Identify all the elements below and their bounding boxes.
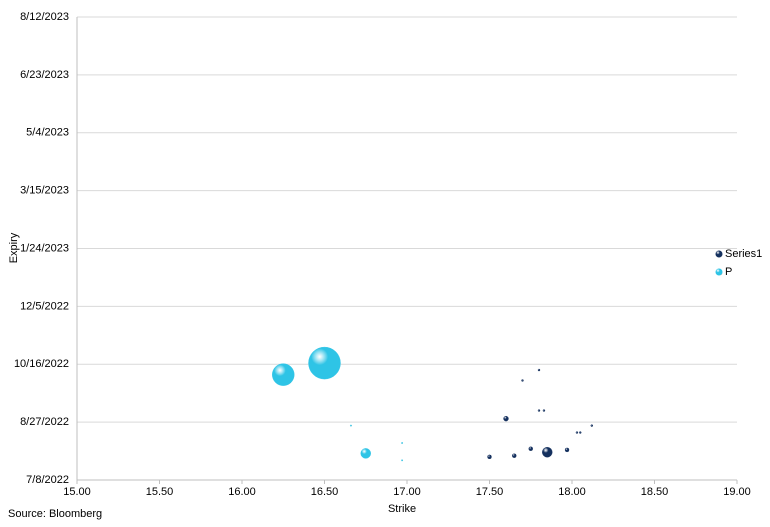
y-tick-label: 1/24/2023 [20, 242, 69, 254]
bubble [521, 379, 524, 382]
x-tick-label: 16.00 [228, 486, 256, 498]
y-tick-label: 6/23/2023 [20, 69, 69, 81]
bubble [528, 446, 533, 451]
x-tick-label: 15.00 [63, 486, 91, 498]
x-tick-label: 16.50 [311, 486, 339, 498]
bubble [575, 431, 579, 434]
bubble [537, 368, 541, 372]
y-tick-label: 5/4/2023 [26, 127, 69, 139]
x-axis-label: Strike [388, 503, 416, 515]
x-tick-label: 17.00 [393, 486, 421, 498]
bubble [308, 346, 341, 380]
bubble [542, 409, 546, 412]
y-tick-label: 3/15/2023 [20, 185, 69, 197]
y-tick-label: 8/27/2022 [20, 416, 69, 428]
legend-marker [715, 268, 723, 276]
bubble [401, 442, 403, 444]
bubble [590, 424, 593, 427]
x-tick-label: 18.00 [558, 486, 586, 498]
legend-label: Series1 [725, 248, 762, 260]
x-tick-label: 19.00 [723, 486, 751, 498]
legend-marker [715, 250, 723, 258]
x-tick-label: 15.50 [146, 486, 174, 498]
source-note: Source: Bloomberg [8, 508, 102, 520]
y-axis-label: Expiry [8, 232, 20, 263]
bubble [537, 409, 541, 412]
x-tick-label: 18.50 [641, 486, 669, 498]
legend-label: P [725, 266, 732, 278]
bubble [579, 431, 582, 434]
y-tick-label: 8/12/2023 [20, 11, 69, 23]
bubble [360, 448, 371, 459]
y-tick-label: 7/8/2022 [26, 474, 69, 486]
bubble [272, 363, 295, 386]
bubble [487, 454, 492, 460]
bubble [512, 453, 517, 458]
y-tick-label: 12/5/2022 [20, 300, 69, 312]
bubble [349, 424, 352, 427]
bubble [542, 447, 553, 458]
bubble [401, 459, 403, 462]
bubble [503, 416, 509, 422]
bubble [564, 447, 570, 453]
y-tick-label: 10/16/2022 [14, 358, 69, 370]
x-tick-label: 17.50 [476, 486, 504, 498]
